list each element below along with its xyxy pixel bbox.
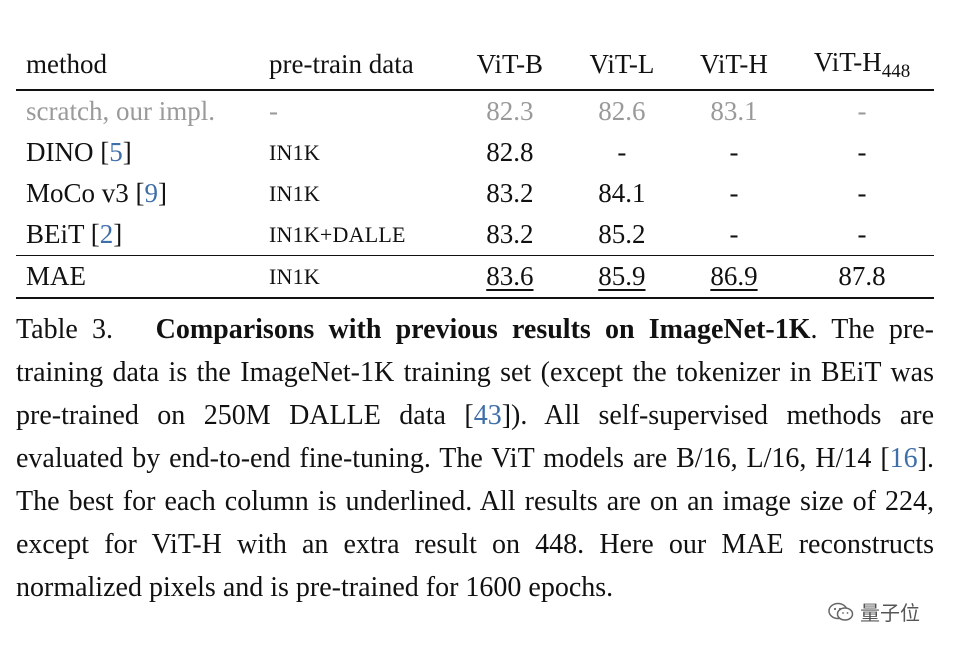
header-vit-h: ViT-H: [677, 40, 791, 91]
row-data: IN1K: [269, 139, 320, 165]
caption-text-1: . The pre-training data is the ImageNet-…: [16, 314, 935, 431]
row-vit-l: -: [617, 137, 627, 167]
row-method: MoCo v3 [9]: [16, 173, 269, 214]
caption-bold-title: Comparisons with previous results on Ima…: [155, 314, 811, 345]
table-row: MoCo v3 [9] IN1K 83.2 84.1 - -: [16, 173, 934, 214]
row-vit-h448: -: [857, 178, 867, 208]
table-header-row: method pre-train data ViT-B ViT-L ViT-H …: [16, 40, 934, 91]
method-name: BEiT [: [26, 219, 100, 249]
header-vit-h448-subscript: 448: [881, 60, 911, 82]
bracket: ]: [158, 178, 168, 208]
row-method: DINO [5]: [16, 132, 269, 173]
citation-link[interactable]: 5: [109, 137, 123, 167]
table-row: DINO [5] IN1K 82.8 - - -: [16, 132, 934, 173]
header-vit-h448-label: ViT-H: [813, 46, 882, 77]
table-row-mae: MAE IN1K 83.6 85.9 86.9 87.8: [16, 255, 934, 299]
row-vit-b: 83.2: [486, 178, 534, 208]
method-name: DINO [: [26, 137, 110, 167]
row-vit-l: 84.1: [598, 178, 646, 208]
row-vit-h: 83.1: [710, 96, 758, 126]
header-pretrain-data: pre-train data: [269, 40, 454, 91]
row-vit-h: -: [729, 178, 739, 208]
row-vit-b: 83.2: [486, 219, 534, 249]
row-vit-l: 82.6: [598, 96, 646, 126]
caption-text-3: ]. The best for each column is underline…: [16, 443, 934, 603]
row-vit-l: 85.2: [598, 219, 646, 249]
table-caption: Table 3. Comparisons with previous resul…: [16, 308, 934, 609]
row-vit-b: 82.8: [486, 137, 534, 167]
table-row: BEiT [2] IN1K+DALLE 83.2 85.2 - -: [16, 214, 934, 256]
header-vit-b: ViT-B: [453, 40, 566, 91]
row-vit-h448: -: [857, 137, 867, 167]
header-vit-l: ViT-L: [565, 40, 678, 91]
row-vit-h448: -: [857, 219, 867, 249]
method-name: MoCo v3 [: [26, 178, 145, 208]
wechat-icon: [828, 602, 854, 621]
row-vit-h448-best: 87.8: [790, 255, 934, 299]
bracket: ]: [113, 219, 123, 249]
row-vit-l: 85.9: [565, 255, 678, 299]
citation-link[interactable]: 43: [473, 400, 502, 431]
row-data: -: [269, 96, 279, 126]
header-method: method: [16, 40, 270, 91]
row-vit-b: 83.6: [453, 255, 566, 299]
row-vit-h448: -: [857, 96, 867, 126]
row-vit-h: -: [729, 219, 739, 249]
caption-text-2: ]). All self-supervised methods are eval…: [16, 400, 935, 474]
row-method: MAE: [16, 255, 270, 299]
row-vit-b: 82.3: [486, 96, 534, 126]
citation-link[interactable]: 9: [144, 178, 159, 208]
watermark: 量子位: [824, 597, 924, 626]
row-vit-h: 86.9: [677, 255, 791, 299]
best-value-underlined: 85.9: [598, 261, 646, 291]
row-data: IN1K+DALLE: [269, 221, 406, 247]
bracket: ]: [122, 137, 132, 167]
watermark-text: 量子位: [860, 601, 920, 625]
row-vit-h: -: [729, 137, 739, 167]
row-method: BEiT [2]: [16, 214, 269, 256]
citation-link[interactable]: 2: [99, 219, 114, 249]
citation-link[interactable]: 16: [889, 443, 918, 474]
header-vit-h448: ViT-H448: [790, 40, 934, 91]
table-row: scratch, our impl. - 82.3 82.6 83.1 -: [16, 90, 934, 132]
row-data: IN1K: [269, 180, 320, 206]
caption-label: Table 3.: [16, 314, 113, 345]
row-data: IN1K: [269, 255, 454, 299]
row-method: scratch, our impl.: [26, 96, 215, 126]
comparison-table: method pre-train data ViT-B ViT-L ViT-H …: [16, 40, 934, 299]
best-value-underlined: 83.6: [486, 261, 534, 291]
best-value-underlined: 86.9: [710, 261, 758, 291]
